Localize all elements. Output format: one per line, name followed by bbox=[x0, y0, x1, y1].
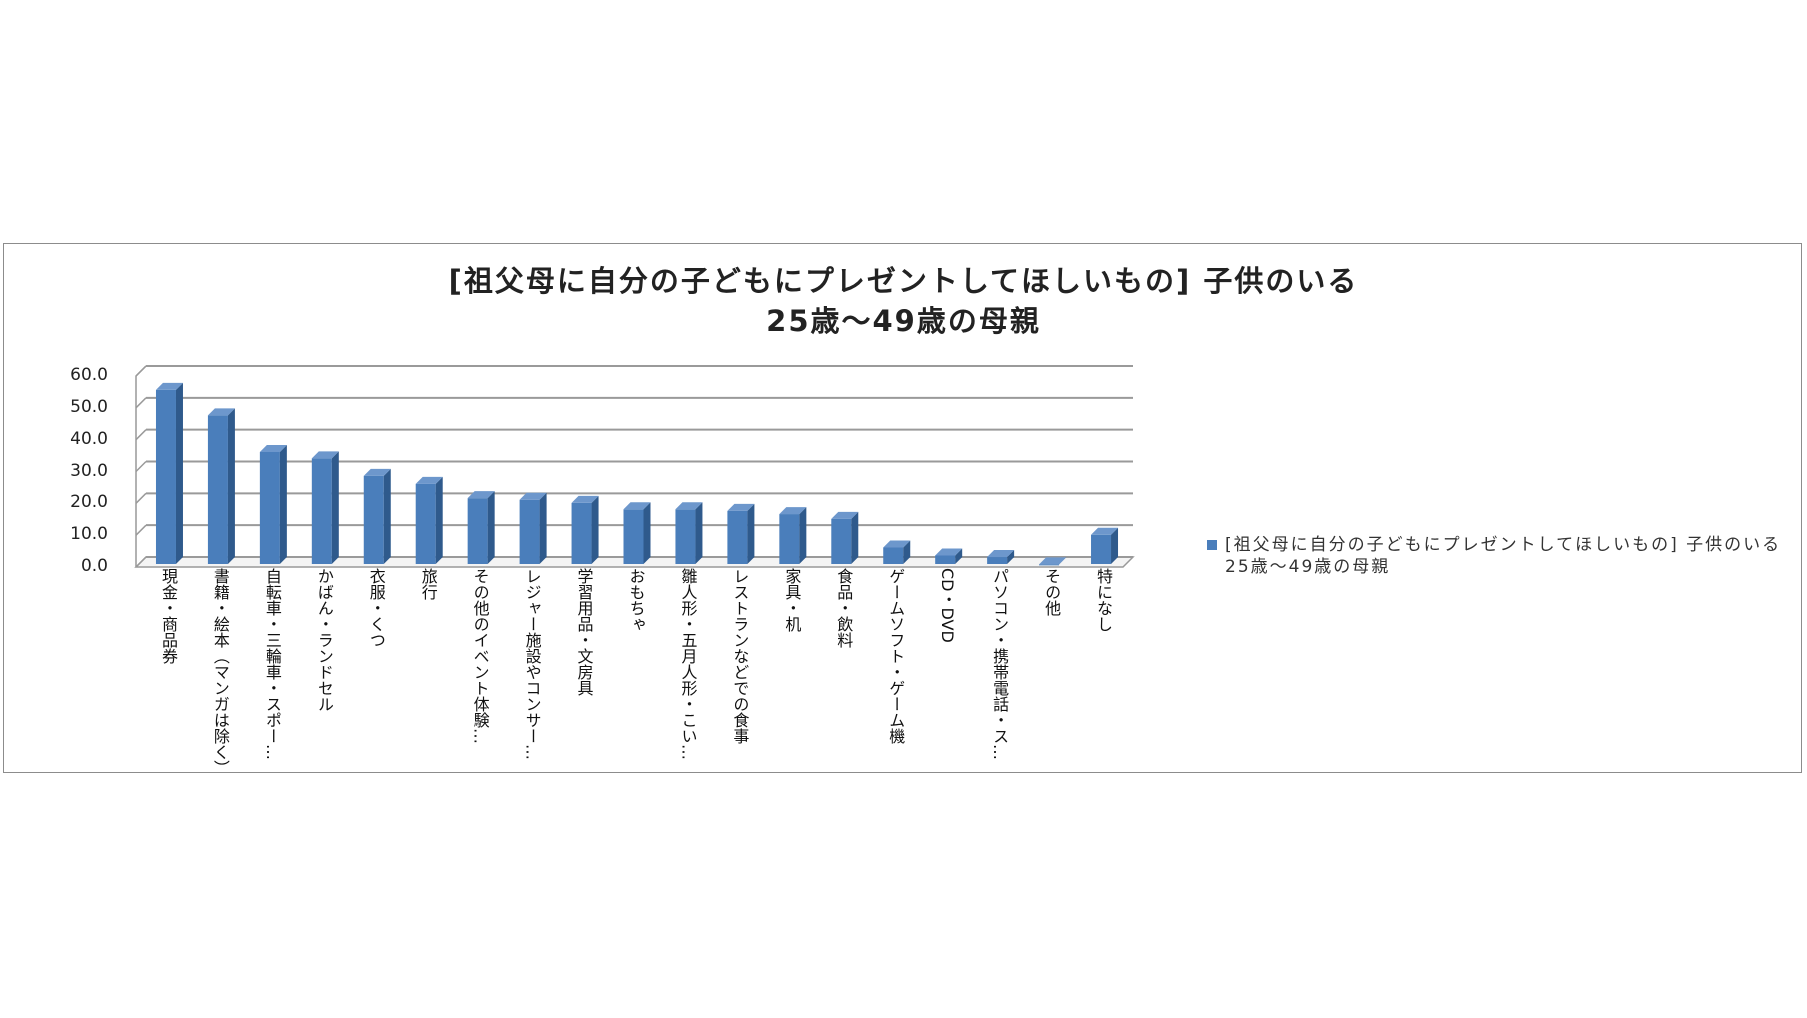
x-tick-label: その他 bbox=[1042, 568, 1062, 616]
bar-side bbox=[955, 548, 963, 564]
bar-top bbox=[831, 511, 859, 519]
bar bbox=[311, 458, 332, 564]
bar-top bbox=[155, 382, 183, 390]
y-tick-label: 30.0 bbox=[70, 460, 108, 481]
bar-side bbox=[1007, 550, 1015, 564]
bar bbox=[935, 555, 956, 564]
legend: [祖父母に自分の子どもにプレゼントしてほしいもの] 子供のいる25歳～49歳の母… bbox=[1207, 534, 1787, 578]
bar-top bbox=[883, 540, 911, 548]
bar-top bbox=[363, 468, 391, 476]
x-tick-label: レジャー施設やコンサー… bbox=[522, 568, 542, 760]
y-tick-label: 10.0 bbox=[70, 524, 108, 545]
gridline-diagonal bbox=[135, 492, 147, 504]
bar-side bbox=[1111, 527, 1119, 564]
bar-side bbox=[903, 540, 911, 564]
gridline-diagonal bbox=[135, 460, 147, 473]
bar-side bbox=[331, 451, 339, 564]
bar-side bbox=[175, 382, 183, 564]
bar bbox=[415, 483, 436, 564]
legend-label: [祖父母に自分の子どもにプレゼントしてほしいもの] 子供のいる25歳～49歳の母… bbox=[1225, 535, 1782, 577]
x-tick-label: 現金・商品券 bbox=[158, 568, 178, 664]
bar-side bbox=[591, 495, 599, 564]
bar-side bbox=[227, 408, 235, 564]
bar bbox=[363, 475, 384, 564]
bar bbox=[779, 514, 800, 564]
bar-top bbox=[1039, 557, 1067, 565]
chart-frame bbox=[3, 243, 1802, 773]
x-tick-label: その他のイベント体験… bbox=[470, 568, 490, 744]
bar-top bbox=[727, 503, 755, 511]
bar bbox=[883, 547, 904, 564]
bar bbox=[987, 557, 1008, 564]
bar-top bbox=[415, 476, 443, 484]
bar-top bbox=[207, 408, 235, 416]
gridline-diagonal bbox=[135, 397, 147, 409]
gridline-diagonal bbox=[135, 524, 147, 536]
bar-side bbox=[643, 502, 651, 564]
bar bbox=[259, 451, 280, 564]
y-tick-label: 50.0 bbox=[70, 396, 108, 417]
bar-side bbox=[487, 491, 495, 564]
bar bbox=[155, 389, 176, 564]
x-tick-label: かばん・ランドセル bbox=[314, 568, 334, 712]
bar bbox=[727, 510, 748, 564]
gridline-diagonal bbox=[135, 556, 147, 568]
y-tick-label: 0.0 bbox=[80, 556, 108, 576]
bar-side bbox=[747, 503, 755, 564]
bar bbox=[1039, 564, 1060, 566]
bar bbox=[467, 498, 488, 564]
x-tick-label: CD・DVD bbox=[938, 568, 958, 643]
x-tick-label: レストランなどでの食事 bbox=[730, 568, 750, 744]
x-tick-label: 書籍・絵本（マンガは除く） bbox=[210, 568, 230, 776]
bar-side bbox=[383, 468, 391, 564]
bar bbox=[571, 502, 592, 564]
bar bbox=[675, 509, 696, 564]
bar-top bbox=[1091, 527, 1119, 535]
bar-side bbox=[851, 511, 859, 564]
y-tick-label: 60.0 bbox=[70, 365, 108, 385]
bar bbox=[519, 499, 540, 564]
bar bbox=[623, 509, 644, 564]
x-tick-label: 食品・飲料 bbox=[834, 568, 854, 648]
x-tick-label: 学習用品・文房具 bbox=[574, 568, 594, 696]
bar-top bbox=[987, 550, 1015, 558]
bar-top bbox=[311, 451, 339, 459]
bar-side bbox=[539, 492, 547, 564]
bar-top bbox=[623, 502, 651, 510]
y-tick-label: 20.0 bbox=[70, 492, 108, 513]
bar bbox=[207, 415, 228, 564]
bar bbox=[831, 518, 852, 564]
bar-top bbox=[571, 495, 599, 503]
bar-top bbox=[675, 502, 703, 510]
bar-side bbox=[799, 507, 807, 564]
bar bbox=[1091, 534, 1112, 564]
bar-top bbox=[259, 444, 287, 452]
bar-top bbox=[935, 548, 963, 556]
gridline-diagonal bbox=[135, 365, 147, 377]
bar-side bbox=[435, 476, 443, 564]
chart-title-line-2: 25歳～49歳の母親 bbox=[766, 304, 1041, 338]
x-tick-label: 家具・机 bbox=[782, 568, 802, 632]
legend-swatch bbox=[1207, 540, 1217, 550]
x-tick-label: 衣服・くつ bbox=[366, 568, 386, 648]
x-tick-label: 旅行 bbox=[418, 568, 438, 600]
x-tick-label: 自転車・三輪車・スポー… bbox=[262, 568, 282, 760]
x-tick-label: パソコン・携帯電話・ス… bbox=[990, 568, 1010, 760]
chart-title-line-1: [祖父母に自分の子どもにプレゼントしてほしいもの] 子供のいる bbox=[448, 264, 1359, 298]
y-tick-label: 40.0 bbox=[70, 428, 108, 449]
x-tick-label: おもちゃ bbox=[626, 568, 646, 632]
gridline-diagonal bbox=[135, 429, 147, 441]
x-tick-label: 雛人形・五月人形・こい… bbox=[678, 568, 698, 760]
bar-side bbox=[279, 444, 287, 564]
x-tick-label: ゲームソフト・ゲーム機 bbox=[886, 568, 906, 744]
bar-top bbox=[779, 507, 807, 515]
bar-top bbox=[467, 491, 495, 499]
bar-side bbox=[695, 502, 703, 564]
x-tick-label: 特になし bbox=[1094, 568, 1114, 632]
bar-top bbox=[519, 492, 547, 500]
